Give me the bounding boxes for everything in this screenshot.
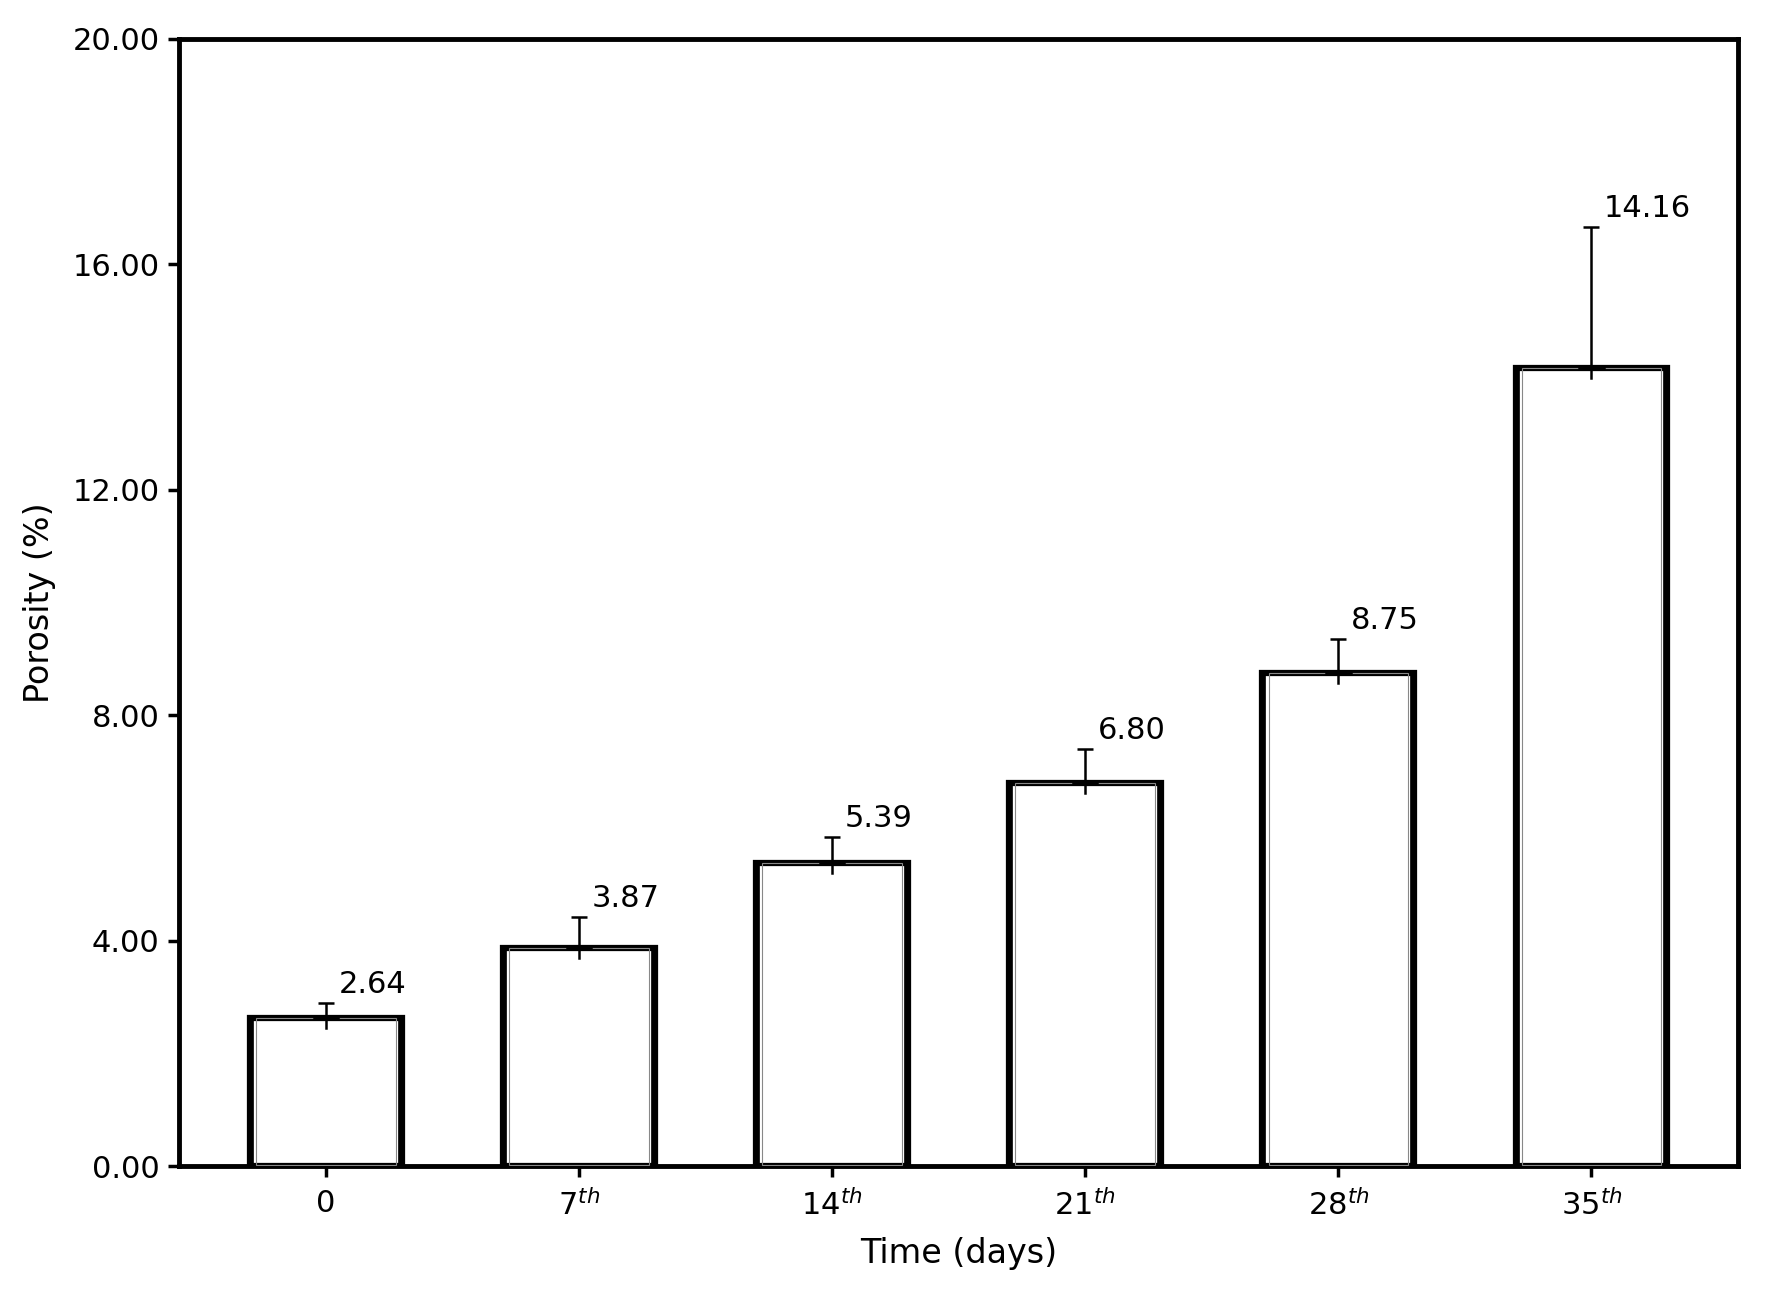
Bar <box>1262 673 1414 1166</box>
Bar <box>1009 783 1161 1166</box>
Bar <box>251 1017 401 1166</box>
Text: 5.39: 5.39 <box>844 804 912 832</box>
Bar <box>504 949 656 1166</box>
X-axis label: Time (days): Time (days) <box>860 1238 1057 1270</box>
Text: 8.75: 8.75 <box>1351 605 1419 635</box>
Text: 3.87: 3.87 <box>591 884 659 912</box>
Text: 2.64: 2.64 <box>339 969 407 999</box>
Bar <box>1516 368 1667 1166</box>
Y-axis label: Porosity (%): Porosity (%) <box>23 503 56 702</box>
Bar <box>756 863 909 1166</box>
Text: 14.16: 14.16 <box>1604 193 1692 223</box>
Text: 6.80: 6.80 <box>1098 715 1167 745</box>
